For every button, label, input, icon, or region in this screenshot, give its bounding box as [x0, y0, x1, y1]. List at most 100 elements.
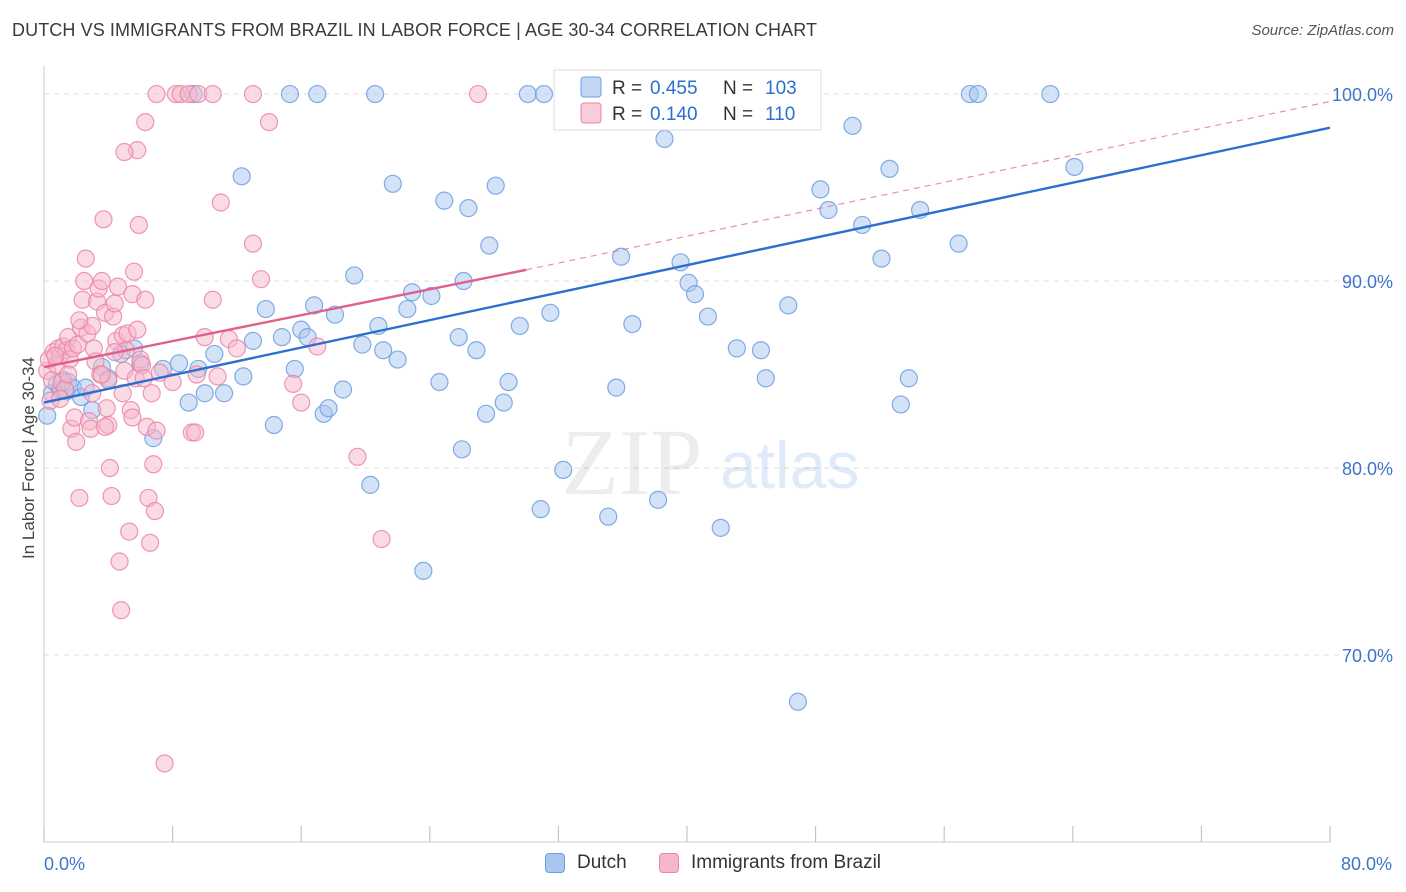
- point-brazil: [147, 84, 166, 104]
- point-dutch: [388, 350, 407, 369]
- point-brazil: [195, 328, 214, 347]
- point-dutch: [452, 440, 472, 459]
- point-dutch: [195, 384, 214, 403]
- point-dutch: [280, 84, 300, 104]
- legend-n-value-dutch: 103: [765, 78, 797, 99]
- point-brazil: [70, 311, 89, 330]
- point-brazil: [348, 447, 367, 466]
- point-brazil: [92, 271, 111, 291]
- point-brazil: [284, 374, 303, 393]
- point-brazil: [136, 290, 155, 309]
- point-brazil: [97, 399, 116, 418]
- point-brazil: [120, 522, 139, 541]
- y-tick-label: 70.0%: [1342, 646, 1393, 666]
- point-dutch: [891, 395, 910, 414]
- y-tick-label: 100.0%: [1332, 85, 1393, 105]
- point-dutch: [510, 316, 529, 336]
- point-dutch: [486, 176, 505, 195]
- point-brazil: [292, 393, 311, 412]
- stats-legend: R = 0.455 N = 103 R = 0.140 N = 110: [553, 69, 822, 131]
- point-dutch: [499, 372, 518, 392]
- y-tick-label: 90.0%: [1342, 272, 1393, 292]
- trend-line-brazil: [43, 268, 527, 369]
- point-dutch: [319, 399, 338, 418]
- trend-line-dutch: [43, 126, 1331, 404]
- point-dutch: [811, 180, 830, 199]
- point-dutch: [968, 84, 988, 104]
- point-dutch: [383, 174, 402, 193]
- point-brazil: [129, 215, 148, 235]
- point-brazil: [372, 529, 391, 549]
- point-brazil: [468, 84, 488, 104]
- point-dutch: [727, 339, 746, 358]
- point-brazil: [128, 320, 147, 339]
- point-brazil: [186, 423, 205, 442]
- point-dutch: [541, 303, 560, 322]
- point-brazil: [112, 601, 131, 620]
- point-dutch: [205, 344, 224, 364]
- point-dutch: [398, 299, 417, 319]
- point-brazil: [227, 339, 246, 358]
- legend-swatch-dutch: [580, 76, 602, 98]
- point-dutch: [872, 249, 891, 268]
- point-dutch: [430, 372, 449, 392]
- point-dutch: [685, 285, 705, 304]
- point-brazil: [92, 365, 111, 384]
- legend-n-label: N =: [723, 78, 753, 99]
- point-brazil: [76, 249, 95, 268]
- point-brazil: [145, 501, 165, 521]
- point-brazil: [163, 372, 182, 392]
- point-dutch: [38, 406, 57, 425]
- point-dutch: [949, 234, 968, 253]
- point-brazil: [108, 277, 128, 296]
- legend-swatch-brazil: [659, 853, 679, 873]
- source-label: Source: ZipAtlas.com: [1251, 22, 1394, 39]
- point-dutch: [853, 215, 872, 235]
- point-dutch: [788, 692, 808, 711]
- point-dutch: [711, 518, 730, 537]
- watermark: ZIP atlas: [562, 411, 860, 515]
- point-dutch: [285, 359, 304, 379]
- chart-title: DUTCH VS IMMIGRANTS FROM BRAZIL IN LABOR…: [12, 20, 818, 40]
- point-brazil: [105, 294, 124, 313]
- tick-labels: 70.0% 80.0% 90.0% 100.0% 0.0% 80.0%: [44, 85, 1393, 874]
- point-dutch: [179, 393, 198, 412]
- point-brazil: [136, 112, 155, 132]
- point-brazil: [140, 533, 160, 552]
- point-brazil: [203, 84, 222, 104]
- point-dutch: [534, 84, 554, 104]
- point-dutch: [353, 335, 372, 354]
- point-dutch: [422, 286, 441, 306]
- point-brazil: [155, 754, 174, 773]
- point-brazil: [203, 290, 222, 309]
- point-brazil: [94, 210, 113, 229]
- legend-r-label: R =: [612, 78, 642, 99]
- point-dutch: [611, 247, 631, 266]
- point-brazil: [110, 552, 129, 571]
- point-dutch: [843, 116, 862, 135]
- legend-item-dutch[interactable]: Dutch: [545, 852, 627, 874]
- point-dutch: [264, 415, 283, 435]
- point-dutch: [756, 369, 775, 388]
- point-dutch: [308, 84, 327, 104]
- point-dutch: [880, 159, 899, 178]
- point-dutch: [256, 299, 275, 319]
- watermark-atlas: atlas: [720, 428, 859, 502]
- point-brazil: [243, 234, 263, 253]
- point-brazil: [59, 365, 78, 384]
- legend-r-label: R =: [612, 104, 642, 125]
- legend-n-label: N =: [723, 104, 753, 125]
- point-brazil: [100, 458, 120, 478]
- trend-line-brazil-extended: [526, 100, 1331, 271]
- point-dutch: [345, 266, 364, 285]
- point-brazil: [70, 488, 89, 508]
- point-dutch: [648, 490, 668, 509]
- legend-item-brazil[interactable]: Immigrants from Brazil: [659, 852, 881, 874]
- point-dutch: [655, 129, 674, 149]
- x-tick-label: 0.0%: [44, 854, 85, 874]
- point-dutch: [518, 84, 537, 104]
- watermark-zip: ZIP: [562, 411, 703, 515]
- legend-label-brazil: Immigrants from Brazil: [691, 852, 882, 873]
- point-brazil: [124, 262, 144, 281]
